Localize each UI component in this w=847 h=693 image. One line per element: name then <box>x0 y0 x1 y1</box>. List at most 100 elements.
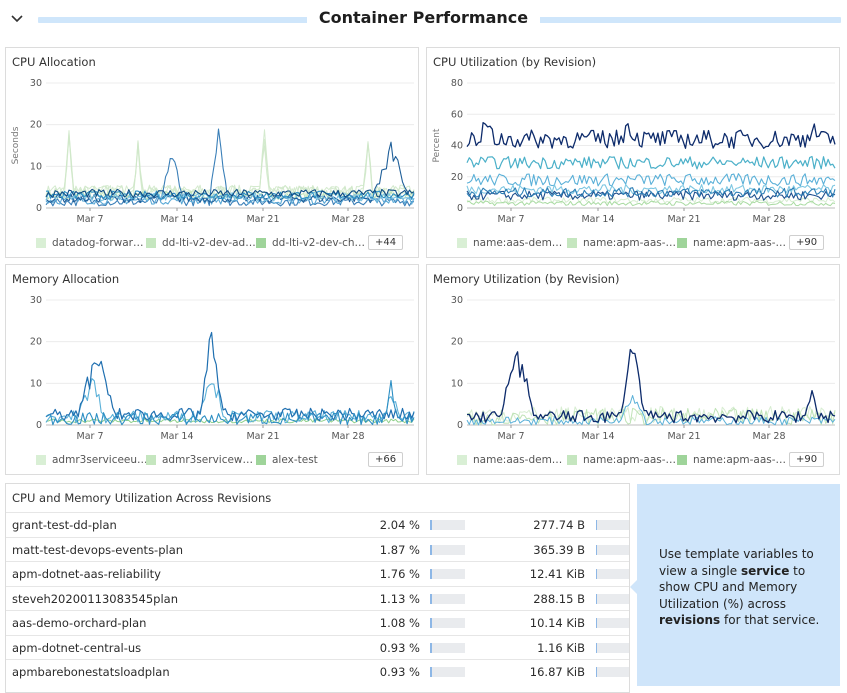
x-tick-label: Mar 21 <box>667 214 700 225</box>
y-tick-label: 80 <box>451 78 463 89</box>
table-row[interactable]: aas-demo-orchard-plan 1.08 % 10.14 KiB <box>6 610 629 634</box>
table-row[interactable]: steveh20200113083545plan 1.13 % 288.15 B <box>6 585 629 610</box>
y-tick-label: 10 <box>30 378 42 389</box>
cpu-bar <box>430 569 465 579</box>
legend-swatch <box>457 454 467 465</box>
row-cpu-value: 1.87 % <box>379 542 420 557</box>
legend-item[interactable]: datadog-forwar… <box>36 237 146 249</box>
series-line <box>466 184 836 195</box>
x-tick-label: Mar 7 <box>498 214 525 225</box>
x-tick-label: Mar 28 <box>752 214 785 225</box>
legend-item[interactable]: admr3servicew… <box>146 454 256 466</box>
header-divider-left <box>38 17 316 23</box>
legend-swatch <box>567 237 577 248</box>
table-row[interactable]: apmbarebonestatsloadplan 0.93 % 16.87 KiB <box>6 659 629 683</box>
y-tick-label: 0 <box>36 420 42 431</box>
series-line <box>466 155 836 170</box>
y-tick-label: 10 <box>30 161 42 172</box>
cpu-bar <box>430 544 465 555</box>
series-line <box>467 348 836 424</box>
row-cpu-value: 1.76 % <box>379 567 420 581</box>
cpu-bar <box>430 520 465 530</box>
x-tick-label: Mar 21 <box>667 431 700 442</box>
row-mem-value: 288.15 B <box>533 591 585 606</box>
y-tick-label: 20 <box>30 120 42 131</box>
legend-item[interactable]: dd-lti-v2-dev-ad… <box>146 237 256 249</box>
row-name: steveh20200113083545plan <box>12 591 179 606</box>
x-tick-label: Mar 7 <box>77 431 104 442</box>
table-row[interactable]: apm-dotnet-central-us 0.93 % 1.16 KiB <box>6 634 629 659</box>
row-name: apm-dotnet-aas-reliability <box>12 567 161 581</box>
legend-item[interactable]: alex-test <box>256 454 366 466</box>
legend-item[interactable]: admr3serviceeu… <box>36 454 146 466</box>
row-name: apmbarebonestatsloadplan <box>12 665 170 679</box>
series-line <box>466 121 836 149</box>
table-row[interactable]: grant-test-dd-plan 2.04 % 277.74 B <box>6 512 629 536</box>
x-tick-label: Mar 7 <box>77 214 104 225</box>
row-name: grant-test-dd-plan <box>12 518 117 532</box>
row-cpu-value: 0.93 % <box>379 665 420 679</box>
mem-bar <box>596 618 629 628</box>
x-tick-label: Mar 28 <box>331 214 364 225</box>
series-line <box>45 190 415 200</box>
row-mem-value: 365.39 B <box>533 542 585 557</box>
cpu-allocation-chart[interactable]: 0 10 20 30 Mar 7 Mar 14 Mar 21 Mar 28 Seconds <box>6 48 420 233</box>
y-tick-label: 20 <box>451 172 463 183</box>
series-line <box>466 200 836 207</box>
x-tick-label: Mar 14 <box>160 431 193 442</box>
legend-item[interactable]: name:aas-dem… <box>457 454 567 466</box>
legend-more-button[interactable]: +44 <box>368 235 404 250</box>
note-arrow <box>630 580 637 594</box>
mem-bar <box>596 569 629 579</box>
panel-title: Memory Allocation <box>12 272 120 286</box>
row-name: matt-test-devops-events-plan <box>12 542 184 557</box>
section-title: Container Performance <box>0 8 847 27</box>
utilization-table-panel: CPU and Memory Utilization Across Revisi… <box>5 483 630 693</box>
row-cpu-value: 2.04 % <box>379 518 420 532</box>
y-tick-label: 60 <box>451 109 463 120</box>
series-line <box>45 128 415 207</box>
x-tick-label: Mar 7 <box>498 431 525 442</box>
x-tick-label: Mar 21 <box>246 214 279 225</box>
legend-item[interactable]: name:apm-aas-… <box>567 237 677 249</box>
x-tick-label: Mar 28 <box>331 431 364 442</box>
table-row[interactable]: matt-test-devops-events-plan 1.87 % 365.39… <box>6 536 629 561</box>
legend-swatch <box>457 237 467 248</box>
cpu-bar <box>430 642 465 653</box>
y-tick-label: 40 <box>451 141 463 152</box>
legend-item[interactable]: name:apm-aas-… <box>567 454 677 466</box>
memory-allocation-chart[interactable]: 0 10 20 30 Mar 7 Mar 14 Mar 21 Mar 28 <box>6 265 420 450</box>
y-tick-label: 0 <box>457 203 463 214</box>
x-tick-label: Mar 21 <box>246 431 279 442</box>
y-tick-label: 0 <box>457 420 463 431</box>
series-line <box>45 379 415 426</box>
chevron-down-icon[interactable] <box>10 12 24 26</box>
row-name: apm-dotnet-central-us <box>12 640 142 655</box>
legend-item[interactable]: dd-lti-v2-dev-ch… <box>256 237 366 249</box>
series-line <box>45 188 415 199</box>
memory-allocation-panel: Memory Allocation 0 10 20 30 Mar 7 Mar 14 Mar … <box>5 264 419 475</box>
chart-legend: datadog-forwar… dd-lti-v2-dev-ad… dd-lti… <box>36 235 404 250</box>
legend-item[interactable]: name:apm-aas-… <box>677 237 787 249</box>
cpu-bar <box>430 618 465 628</box>
legend-more-button[interactable]: +90 <box>789 235 825 250</box>
row-cpu-value: 0.93 % <box>379 640 420 655</box>
memory-utilization-chart[interactable]: 0 10 20 30 Mar 7 Mar 14 Mar 21 Mar 28 <box>427 265 841 450</box>
cpu-bar <box>430 667 465 677</box>
legend-more-button[interactable]: +66 <box>368 452 404 467</box>
row-cpu-value: 1.13 % <box>379 591 420 606</box>
cpu-utilization-chart[interactable]: 0 20 40 60 80 Mar 7 Mar 14 Mar 21 Mar 28 Percent <box>427 48 841 233</box>
y-axis-label: Seconds <box>11 126 21 164</box>
chart-legend: name:aas-dem… name:apm-aas-… name:apm-aa… <box>457 235 825 250</box>
row-mem-value: 277.74 B <box>533 518 585 532</box>
mem-bar <box>596 593 629 604</box>
legend-more-button[interactable]: +90 <box>789 452 825 467</box>
legend-swatch <box>567 454 577 465</box>
legend-swatch <box>146 237 156 248</box>
table-row[interactable]: apm-dotnet-aas-reliability 1.76 % 12.41 Ki… <box>6 561 629 585</box>
series-line <box>466 173 836 187</box>
chart-legend: name:aas-dem… name:apm-aas-… name:apm-aa… <box>457 452 825 467</box>
legend-item[interactable]: name:apm-aas-… <box>677 454 787 466</box>
y-tick-label: 10 <box>451 378 463 389</box>
legend-item[interactable]: name:aas-dem… <box>457 237 567 249</box>
